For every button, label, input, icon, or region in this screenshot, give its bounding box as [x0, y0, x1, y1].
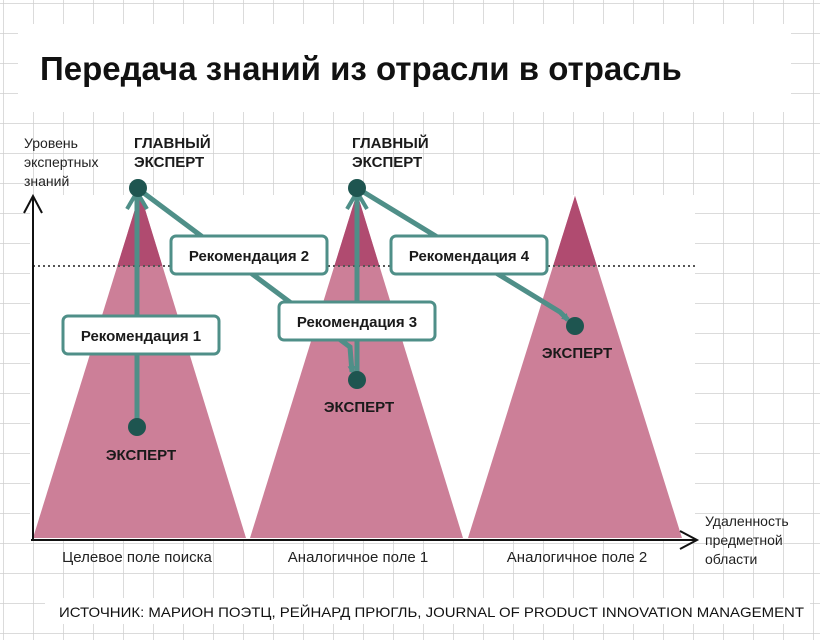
chief-expert-label-2b: ЭКСПЕРТ	[352, 154, 422, 171]
region-label-analog-1: Аналогичное поле 1	[288, 549, 428, 566]
field-triangle-3	[468, 196, 682, 538]
recommendation-4: Рекомендация 4	[389, 234, 549, 276]
chief-expert-label-1b: ЭКСПЕРТ	[134, 154, 204, 171]
title-panel	[18, 24, 791, 112]
expert-node-3	[566, 317, 584, 335]
x-axis-label-line-3: области	[705, 551, 757, 567]
y-axis-label-line-3: знаний	[24, 173, 69, 189]
recommendation-1-label: Рекомендация 1	[81, 328, 201, 345]
chief-expert-label-1a: ГЛАВНЫЙ	[134, 134, 211, 152]
recommendation-2: Рекомендация 2	[169, 234, 329, 276]
expert-label-1: ЭКСПЕРТ	[106, 447, 176, 464]
chief-expert-node-1	[129, 179, 147, 197]
expert-node-2	[348, 371, 366, 389]
y-axis-label-line-1: Уровень	[24, 135, 78, 151]
x-axis-label-line-1: Удаленность	[705, 513, 789, 529]
x-axis-label-line-2: предметной	[705, 532, 783, 548]
chief-expert-node-2	[348, 179, 366, 197]
recommendation-3-label: Рекомендация 3	[297, 314, 417, 331]
expert-label-3: ЭКСПЕРТ	[542, 345, 612, 362]
region-label-analog-2: Аналогичное поле 2	[507, 549, 647, 566]
source-panel	[45, 598, 810, 624]
recommendation-4-label: Рекомендация 4	[409, 248, 530, 265]
y-axis-arrow	[23, 193, 43, 214]
page-title: Передача знаний из отрасли в отрасль	[40, 50, 682, 87]
recommendation-2-label: Рекомендация 2	[189, 248, 309, 265]
connector-rec-4	[355, 185, 570, 322]
triangle-peak-3	[553, 196, 597, 266]
y-axis-label-line-2: экспертных	[24, 154, 98, 170]
expert-label-2: ЭКСПЕРТ	[324, 399, 394, 416]
recommendation-1: Рекомендация 1	[61, 314, 221, 356]
expert-node-1	[128, 418, 146, 436]
x-axis-arrow	[679, 530, 700, 550]
recommendation-3: Рекомендация 3	[277, 300, 437, 342]
source-credit: ИСТОЧНИК: МАРИОН ПОЭТЦ, РЕЙНАРД ПРЮГЛЬ, …	[59, 603, 804, 620]
chief-expert-label-2a: ГЛАВНЫЙ	[352, 134, 429, 152]
region-label-target: Целевое поле поиска	[62, 549, 212, 566]
triangle-peak-1	[117, 193, 163, 266]
